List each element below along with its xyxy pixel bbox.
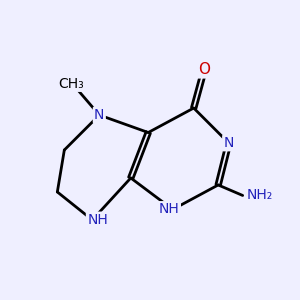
Text: N: N (224, 136, 234, 150)
Text: N: N (94, 108, 104, 122)
Text: NH: NH (159, 202, 180, 216)
Text: CH₃: CH₃ (58, 76, 84, 91)
Text: NH₂: NH₂ (247, 188, 273, 203)
Text: NH: NH (87, 213, 108, 227)
Text: O: O (198, 62, 210, 77)
